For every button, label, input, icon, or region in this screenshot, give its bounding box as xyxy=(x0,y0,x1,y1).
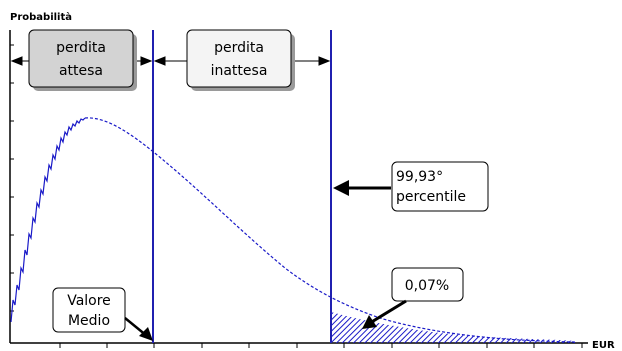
unexpected-loss-box: perdita inattesa xyxy=(186,29,295,91)
percentile-line2: percentile xyxy=(396,189,466,205)
unexpected-loss-line2: inattesa xyxy=(211,63,268,79)
tail-arrow-shaft xyxy=(369,299,407,325)
expected-loss-box: perdita attesa xyxy=(28,29,137,91)
distribution-curve-solid xyxy=(10,117,86,323)
mean-line1: Valore xyxy=(67,293,111,309)
x-axis-label: EUR xyxy=(592,340,615,351)
tail-percentage: 0,07% xyxy=(405,278,449,294)
mean-line2: Medio xyxy=(68,313,110,329)
unexpected-loss-line1: perdita xyxy=(214,40,264,56)
y-axis-label: Probabilità xyxy=(10,11,72,23)
mean-arrow-head xyxy=(139,327,153,341)
tail-area-hatch xyxy=(331,312,575,343)
x-axis-ticks xyxy=(59,343,583,348)
tail-arrow-head xyxy=(362,315,377,329)
expected-loss-line2: attesa xyxy=(59,63,103,79)
expected-loss-line1: perdita xyxy=(56,40,106,56)
distribution-curve-dashed xyxy=(84,117,576,343)
percentile-callout: 99,93° percentile xyxy=(333,161,489,212)
tail-callout: 0,07% xyxy=(362,267,464,329)
percentile-arrow-head xyxy=(333,180,349,196)
mean-callout: Valore Medio xyxy=(52,287,153,341)
percentile-line1: 99,93° xyxy=(396,169,443,185)
